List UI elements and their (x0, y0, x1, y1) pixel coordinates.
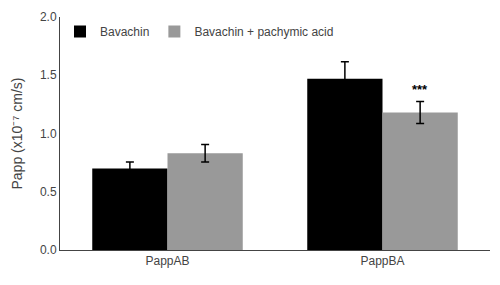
svg-text:1.5: 1.5 (40, 68, 57, 82)
svg-text:1.0: 1.0 (40, 127, 57, 141)
svg-text:Bavachin: Bavachin (100, 25, 149, 39)
svg-text:0.5: 0.5 (40, 185, 57, 199)
svg-text:Bavachin + pachymic acid: Bavachin + pachymic acid (194, 25, 333, 39)
svg-text:PappBA: PappBA (360, 254, 404, 268)
svg-text:Papp (x10⁻⁷ cm/s): Papp (x10⁻⁷ cm/s) (9, 78, 25, 190)
svg-text:2.0: 2.0 (40, 10, 57, 24)
svg-text:0.0: 0.0 (40, 243, 57, 257)
svg-text:PappAB: PappAB (145, 254, 189, 268)
svg-text:***: *** (412, 82, 428, 97)
